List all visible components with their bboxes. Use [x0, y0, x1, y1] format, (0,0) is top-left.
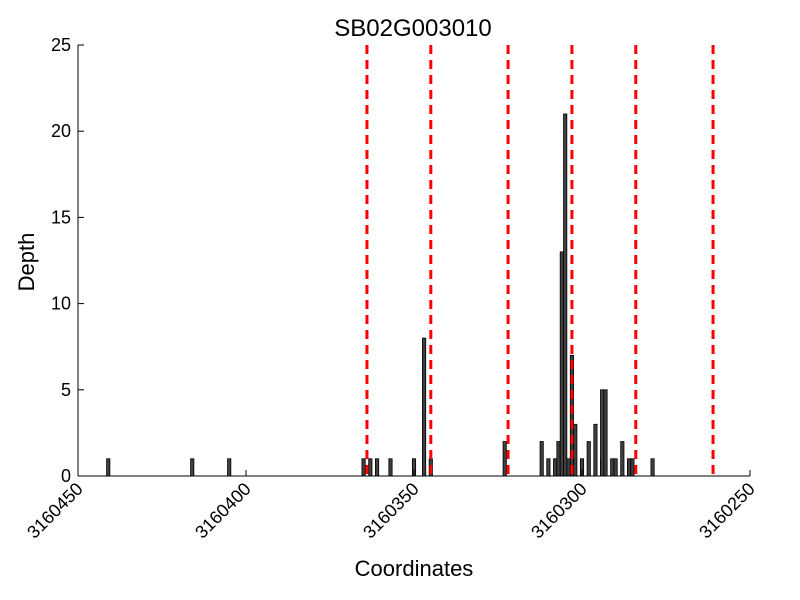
- markers-layer: [365, 45, 715, 476]
- bar: [620, 441, 625, 477]
- bar: [626, 458, 632, 477]
- bar: [227, 458, 232, 477]
- bar: [586, 441, 591, 477]
- y-axis-label: Depth: [14, 233, 39, 292]
- y-tick-label: 5: [61, 380, 71, 400]
- bar: [368, 458, 373, 477]
- bar: [610, 458, 615, 477]
- bar: [593, 423, 598, 477]
- bars-layer: [106, 113, 655, 477]
- x-tick-label: 3160350: [359, 479, 423, 543]
- bar: [559, 251, 564, 477]
- bar: [388, 458, 393, 477]
- y-tick-label: 20: [51, 121, 71, 141]
- axes-layer: [77, 45, 750, 477]
- bar: [539, 441, 544, 477]
- chart-title: SB02G003010: [334, 15, 491, 42]
- bar: [361, 458, 366, 477]
- bar: [374, 458, 380, 477]
- bar: [106, 458, 111, 477]
- x-tick-label: 3160250: [695, 479, 759, 543]
- bar: [630, 458, 635, 477]
- x-axis-label: Coordinates: [355, 556, 474, 581]
- y-tick-label: 0: [61, 466, 71, 486]
- y-tick-label: 15: [51, 207, 71, 227]
- x-tick-label: 3160450: [23, 479, 87, 543]
- bar: [613, 458, 618, 477]
- bar: [603, 389, 608, 477]
- x-tick-label: 3160300: [527, 479, 591, 543]
- bar: [573, 423, 578, 477]
- y-tick-label: 10: [51, 294, 71, 314]
- bar: [650, 458, 655, 477]
- bar: [563, 113, 568, 477]
- bar: [422, 337, 427, 477]
- bar: [190, 458, 195, 477]
- bar: [566, 458, 571, 477]
- bar: [553, 458, 558, 477]
- y-tick-label: 25: [51, 35, 71, 55]
- x-tick-label: 3160400: [191, 479, 255, 543]
- bar: [600, 389, 605, 477]
- bar: [546, 458, 551, 477]
- bar: [502, 441, 507, 477]
- bar: [556, 441, 561, 477]
